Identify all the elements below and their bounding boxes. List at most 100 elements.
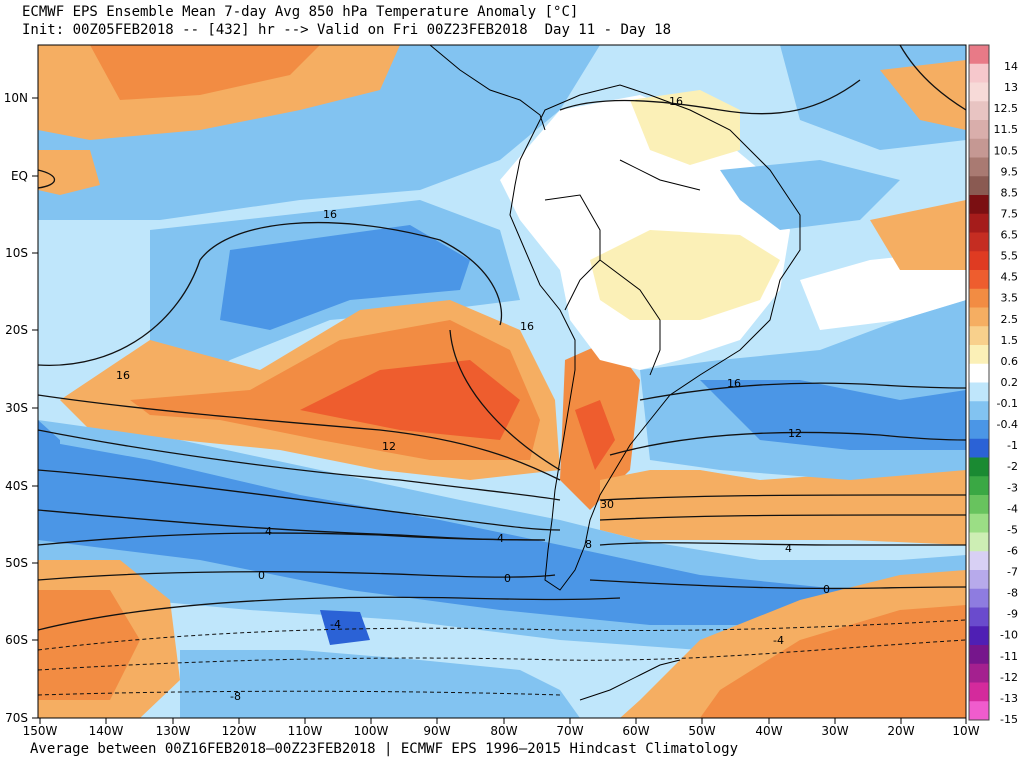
latitude-axis: 10N EQ 10S 20S 30S 40S 50S 60S 70S (4, 91, 38, 725)
colorbar-swatch (969, 45, 989, 65)
footer-caption: Average between 00Z16FEB2018–00Z23FEB201… (30, 741, 739, 757)
lat-label: 70S (5, 711, 28, 725)
colorbar-swatch (969, 232, 989, 252)
lat-label: 30S (5, 401, 28, 415)
colorbar-swatch (969, 701, 989, 721)
colorbar-label: -3 (1007, 481, 1018, 494)
lat-label: 60S (5, 633, 28, 647)
map-frame (37, 44, 967, 719)
contour-label: 0 (504, 572, 511, 585)
contour-label: 16 (727, 377, 741, 390)
lon-label: 90W (423, 724, 450, 738)
colorbar-swatch (969, 513, 989, 533)
contour-label: 8 (585, 538, 592, 551)
colorbar-label: 4.5 (1001, 271, 1019, 284)
colorbar-swatch (969, 645, 989, 665)
colorbar-swatch (969, 270, 989, 290)
lon-label: 60W (622, 724, 649, 738)
colorbar-swatch (969, 251, 989, 271)
colorbar-label: 14 (1004, 60, 1018, 73)
colorbar-label: -6 (1007, 544, 1018, 557)
contour-label: 12 (788, 427, 802, 440)
contour-labels: 16 16 16 16 16 12 12 4 4 4 0 0 0 -4 -4 -… (116, 95, 830, 703)
colorbar-label: -5 (1007, 523, 1018, 536)
lat-label: 10N (4, 91, 28, 105)
colorbar-swatch (969, 345, 989, 365)
contour-label: 16 (116, 369, 130, 382)
chart-title: ECMWF EPS Ensemble Mean 7-day Avg 850 hP… (22, 4, 579, 20)
colorbar-label: -13 (1000, 692, 1018, 705)
colorbar-label: -12 (1000, 671, 1018, 684)
contour-label: 16 (323, 208, 337, 221)
colorbar-swatch (969, 382, 989, 402)
contour-label: -4 (773, 634, 784, 647)
colorbar-swatch (969, 457, 989, 477)
colorbar-swatch (969, 495, 989, 515)
colorbar-swatch (969, 307, 989, 327)
colorbar-swatch (969, 138, 989, 158)
colorbar-label: -10 (1000, 629, 1018, 642)
colorbar-label: 0.6 (1001, 355, 1019, 368)
colorbar-label: -1 (1007, 439, 1018, 452)
longitude-axis: 150W 140W 130W 120W 110W 100W 90W 80W 70… (23, 718, 980, 738)
colorbar-swatch (969, 401, 989, 421)
contour-label: 12 (382, 440, 396, 453)
lon-label: 20W (887, 724, 914, 738)
colorbar-swatch (969, 213, 989, 233)
chart-subtitle: Init: 00Z05FEB2018 -- [432] hr --> Valid… (22, 22, 672, 38)
colorbar-swatch (969, 176, 989, 196)
colorbar-label: 7.5 (1001, 207, 1019, 220)
contour-label: -8 (230, 690, 241, 703)
anomaly-field (38, 45, 966, 718)
colorbar-label: -7 (1007, 566, 1018, 579)
colorbar-label: 10.5 (994, 144, 1019, 157)
contour-label: 16 (669, 95, 683, 108)
colorbar-swatch (969, 326, 989, 346)
colorbar-frame (968, 44, 990, 721)
colorbar-swatch (969, 288, 989, 308)
colorbar-swatch (969, 120, 989, 140)
contour-lines (38, 45, 966, 631)
colorbar-label: 13 (1004, 81, 1018, 94)
colorbar-swatch (969, 551, 989, 571)
colorbar-label: 5.5 (1001, 250, 1019, 263)
lat-label: 10S (5, 246, 28, 260)
contour-label: 0 (823, 583, 830, 596)
colorbar-label: -11 (1000, 650, 1018, 663)
colorbar: 14 13 12.5 11.5 10.5 9.5 8.5 7.5 6.5 5.5 4.5 3.5 2.5… (968, 44, 1019, 726)
colorbar-label: 2.5 (1001, 313, 1019, 326)
colorbar-swatch (969, 682, 989, 702)
colorbar-label: -8 (1007, 587, 1018, 600)
colorbar-swatch (969, 476, 989, 496)
lat-label: 20S (5, 323, 28, 337)
contour-label: -4 (330, 618, 341, 631)
colorbar-label: 11.5 (994, 123, 1019, 136)
lon-label: 10W (952, 724, 979, 738)
colorbar-label: -15 (1000, 713, 1018, 726)
colorbar-swatch (969, 438, 989, 458)
colorbar-label: -2 (1007, 460, 1018, 473)
contour-label: 30 (600, 498, 614, 511)
lon-label: 80W (490, 724, 517, 738)
lon-label: 30W (821, 724, 848, 738)
contour-label: 4 (497, 532, 504, 545)
colorbar-label: 3.5 (1001, 292, 1019, 305)
lon-label: 140W (89, 724, 124, 738)
lon-label: 150W (23, 724, 58, 738)
colorbar-label: -0.1 (997, 397, 1018, 410)
colorbar-swatch (969, 101, 989, 121)
lon-label: 120W (222, 724, 257, 738)
colorbar-label: 1.5 (1001, 334, 1019, 347)
lon-label: 50W (688, 724, 715, 738)
colorbar-label: 0.2 (1001, 376, 1019, 389)
lat-label: 40S (5, 479, 28, 493)
lat-label: 50S (5, 556, 28, 570)
colorbar-label: 6.5 (1001, 229, 1019, 242)
colorbar-swatch (969, 363, 989, 383)
lat-label: EQ (11, 169, 28, 183)
contour-label: 0 (258, 569, 265, 582)
colorbar-swatch (969, 420, 989, 440)
colorbar-label: 12.5 (994, 102, 1019, 115)
colorbar-swatch (969, 63, 989, 83)
